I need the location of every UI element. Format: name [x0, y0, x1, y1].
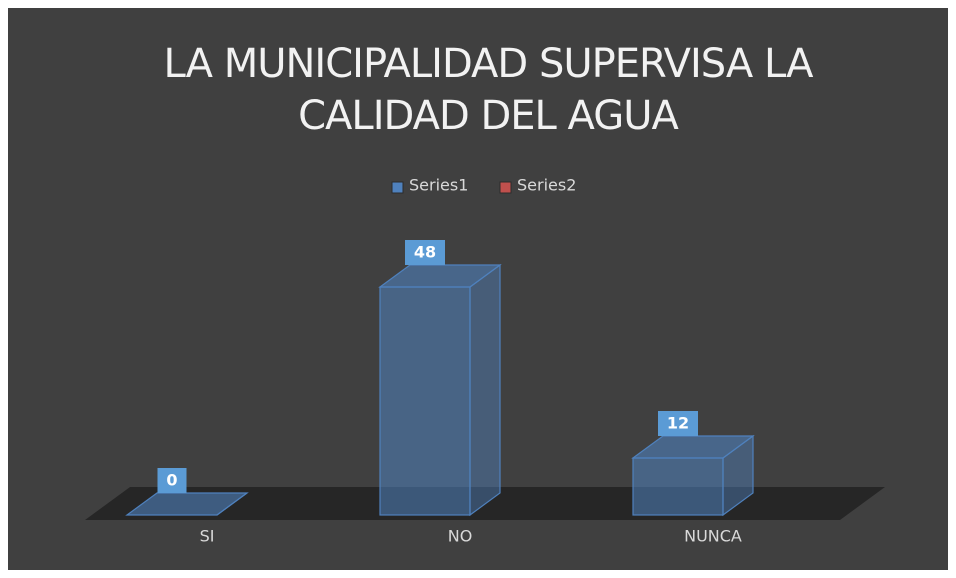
value-label: 12: [667, 414, 689, 433]
bar-top: [125, 492, 249, 516]
value-label: 0: [166, 471, 177, 490]
value-label-box: [405, 240, 445, 265]
chart-title: LA MUNICIPALIDAD SUPERVISA LA CALIDAD DE…: [163, 41, 813, 139]
bar-front: [632, 457, 724, 516]
value-label: 48: [414, 243, 436, 262]
legend-label: Series1: [409, 176, 468, 195]
bar: [631, 434, 755, 517]
bar-side: [469, 263, 501, 517]
x-tick-label: NUNCA: [684, 527, 742, 546]
bar: [378, 263, 502, 517]
x-tick-label: SI: [200, 527, 215, 546]
x-tick-label: NO: [448, 527, 473, 546]
legend-swatch: [391, 181, 404, 194]
bar-front: [379, 286, 471, 516]
legend-swatch: [499, 181, 512, 194]
legend-label: Series2: [517, 176, 576, 195]
value-label-box: [658, 411, 698, 436]
bar: [125, 492, 249, 516]
value-label-box: [157, 468, 187, 493]
